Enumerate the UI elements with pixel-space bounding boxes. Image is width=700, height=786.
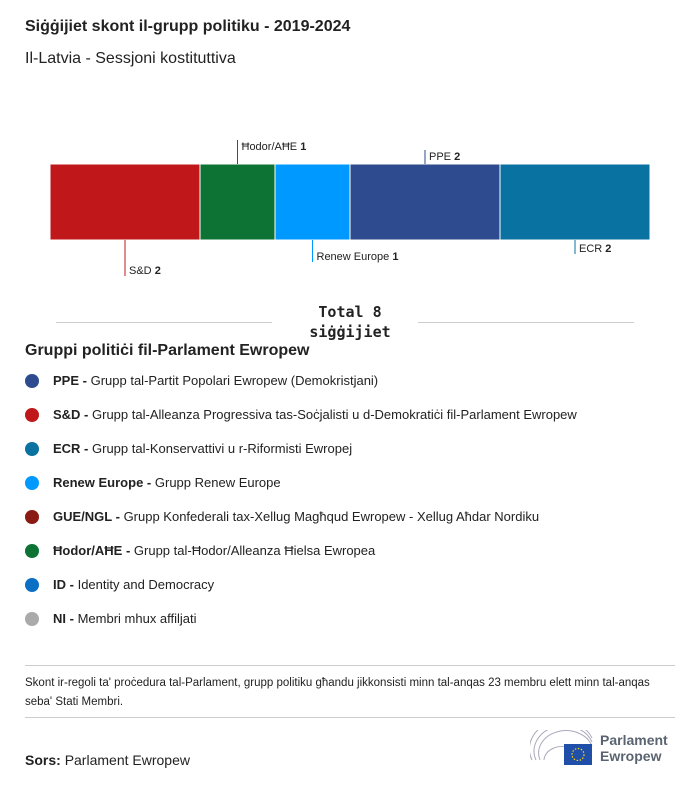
chart-subtitle: Il-Latvia - Sessjoni kostituttiva	[25, 50, 236, 67]
legend-abbr: ID -	[53, 577, 74, 592]
legend-dot-icon	[25, 373, 39, 388]
footnote: Skont ir-regoli ta' proċedura tal-Parlam…	[25, 677, 650, 708]
legend-dot-icon	[25, 577, 39, 592]
legend-name: Grupp tal-Ħodor/Alleanza Ħielsa Ewropea	[133, 543, 376, 558]
bar-label: S&D 2	[129, 265, 161, 277]
legend-abbr: PPE -	[53, 373, 87, 388]
legend-name: Grupp tal-Konservattivi u r-Riformisti E…	[92, 441, 353, 456]
chart-title: Siġġijiet skont il-grupp politiku - 2019…	[25, 18, 351, 35]
bar-label: Renew Europe 1	[317, 251, 399, 263]
legend-item: Ħodor/AĦE - Grupp tal-Ħodor/Alleanza Ħie…	[25, 543, 375, 558]
source-value: Parlament Ewropew	[64, 752, 190, 768]
source: Sors: Parlament Ewropew	[25, 752, 190, 768]
legend-item: NI - Membri mhux affiljati	[25, 611, 197, 626]
legend-item: PPE - Grupp tal-Partit Popolari Ewropew …	[25, 373, 378, 388]
legend-name: Identity and Democracy	[77, 577, 215, 592]
bar-label: ECR 2	[579, 243, 611, 255]
hemicycle-eu-flag-icon	[530, 730, 593, 765]
divider	[25, 717, 675, 718]
legend-abbr: GUE/NGL -	[53, 509, 120, 524]
legend-name: Grupp Konfederali tax-Xellug Magħqud Ewr…	[123, 509, 540, 524]
bar-segment	[349, 163, 501, 241]
seat-bar-chart: S&D 2 Ħodor/AĦE 1 Renew Europe 1 PPE 2 ECR 2	[49, 140, 651, 277]
legend-item: S&D - Grupp tal-Alleanza Progressiva tas…	[25, 407, 577, 422]
divider	[25, 665, 675, 666]
bar-segment	[499, 163, 651, 241]
legend-name: Grupp tal-Alleanza Progressiva tas-Soċja…	[92, 407, 577, 422]
legend-dot-icon	[25, 611, 39, 626]
parliament-logo: Parlament Ewropew	[530, 730, 668, 766]
legend-item: ID - Identity and Democracy	[25, 577, 214, 592]
legend-name: Grupp Renew Europe	[154, 475, 281, 490]
bar-segment	[199, 163, 276, 241]
bar-segment	[49, 163, 201, 241]
legend-dot-icon	[25, 475, 39, 490]
source-label: Sors:	[25, 752, 61, 768]
legend-abbr: NI -	[53, 611, 74, 626]
legend-title: Gruppi politiċi fil-Parlament Ewropew	[25, 342, 310, 359]
divider	[418, 322, 634, 323]
bar-label: PPE 2	[429, 151, 460, 163]
legend-dot-icon	[25, 441, 39, 456]
legend-item: ECR - Grupp tal-Konservattivi u r-Riform…	[25, 441, 352, 456]
bar-label: Ħodor/AĦE 1	[242, 141, 307, 153]
legend-abbr: ECR -	[53, 441, 89, 456]
total-unit: siġġijiet	[309, 323, 391, 341]
legend-abbr: Ħodor/AĦE -	[53, 543, 131, 558]
legend-item: Renew Europe - Grupp Renew Europe	[25, 475, 281, 490]
legend-name: Membri mhux affiljati	[77, 611, 197, 626]
total-seats: Total 8 siġġijiet	[275, 302, 425, 342]
logo-line1: Parlament	[600, 732, 668, 748]
legend-dot-icon	[25, 543, 39, 558]
legend-dot-icon	[25, 509, 39, 524]
legend-item: GUE/NGL - Grupp Konfederali tax-Xellug M…	[25, 509, 539, 524]
divider	[56, 322, 272, 323]
legend-name: Grupp tal-Partit Popolari Ewropew (Demok…	[90, 373, 379, 388]
legend-dot-icon	[25, 407, 39, 422]
legend-abbr: S&D -	[53, 407, 89, 422]
legend-abbr: Renew Europe -	[53, 475, 152, 490]
total-label: Total 8	[318, 303, 382, 321]
logo-line2: Ewropew	[600, 748, 662, 764]
bar-segment	[274, 163, 351, 241]
